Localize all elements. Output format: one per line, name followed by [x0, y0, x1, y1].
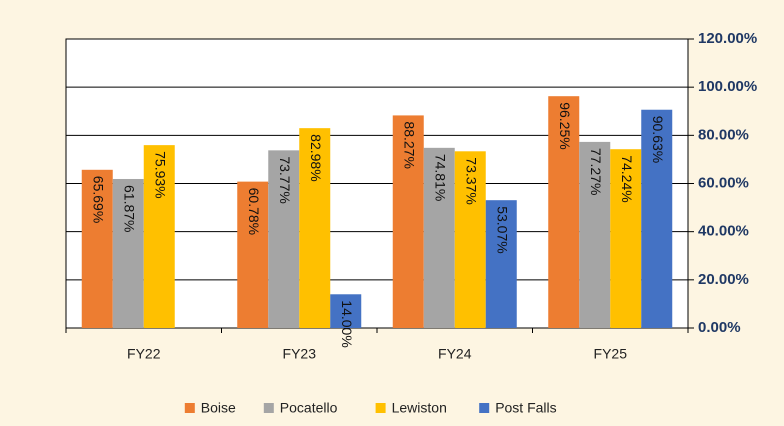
legend-swatch: [184, 403, 195, 413]
value-label: 73.77%: [277, 156, 293, 203]
legend-swatch: [375, 403, 386, 413]
bar: [330, 294, 362, 328]
bar: [268, 150, 300, 328]
legend-label: Boise: [201, 400, 236, 416]
y-tick-label: 100.00%: [698, 78, 757, 95]
bar: [392, 115, 424, 329]
bar: [641, 109, 673, 328]
value-label: 61.87%: [122, 185, 138, 232]
bar: [548, 96, 580, 329]
value-label: 74.81%: [433, 154, 449, 201]
value-label: 90.63%: [650, 116, 666, 163]
bar: [485, 200, 517, 328]
value-label: 14.00%: [339, 300, 355, 347]
value-label: 73.37%: [464, 157, 480, 204]
y-tick-label: 60.00%: [698, 174, 749, 191]
value-label: 60.78%: [246, 188, 262, 235]
y-tick-label: 20.00%: [698, 271, 749, 288]
bar: [579, 141, 611, 328]
y-tick-label: 0.00%: [698, 319, 741, 336]
bar: [454, 151, 486, 328]
x-tick-label: FY25: [594, 346, 628, 362]
bar: [81, 169, 113, 328]
value-label: 53.07%: [495, 206, 511, 253]
value-label: 77.27%: [588, 148, 604, 195]
bar: [112, 178, 144, 328]
y-tick-label: 120.00%: [698, 30, 757, 47]
y-tick-label: 80.00%: [698, 126, 749, 143]
bar: [237, 181, 269, 328]
bar: [299, 128, 331, 328]
legend-label: Lewiston: [392, 400, 447, 416]
bar: [610, 149, 642, 328]
bar: [143, 145, 175, 328]
x-tick-label: FY24: [438, 346, 472, 362]
value-label: 75.93%: [153, 151, 169, 198]
value-label: 96.25%: [557, 102, 573, 149]
x-tick-label: FY23: [283, 346, 317, 362]
legend-swatch: [263, 403, 274, 413]
value-label: 88.27%: [402, 121, 418, 168]
value-label: 82.98%: [308, 134, 324, 181]
bar: [423, 147, 455, 328]
y-tick-label: 40.00%: [698, 223, 749, 240]
legend-label: Post Falls: [495, 400, 556, 416]
legend-swatch: [479, 403, 490, 413]
x-tick-label: FY22: [127, 346, 161, 362]
value-label: 74.24%: [619, 155, 635, 202]
legend-label: Pocatello: [280, 400, 338, 416]
value-label: 65.69%: [91, 176, 107, 223]
